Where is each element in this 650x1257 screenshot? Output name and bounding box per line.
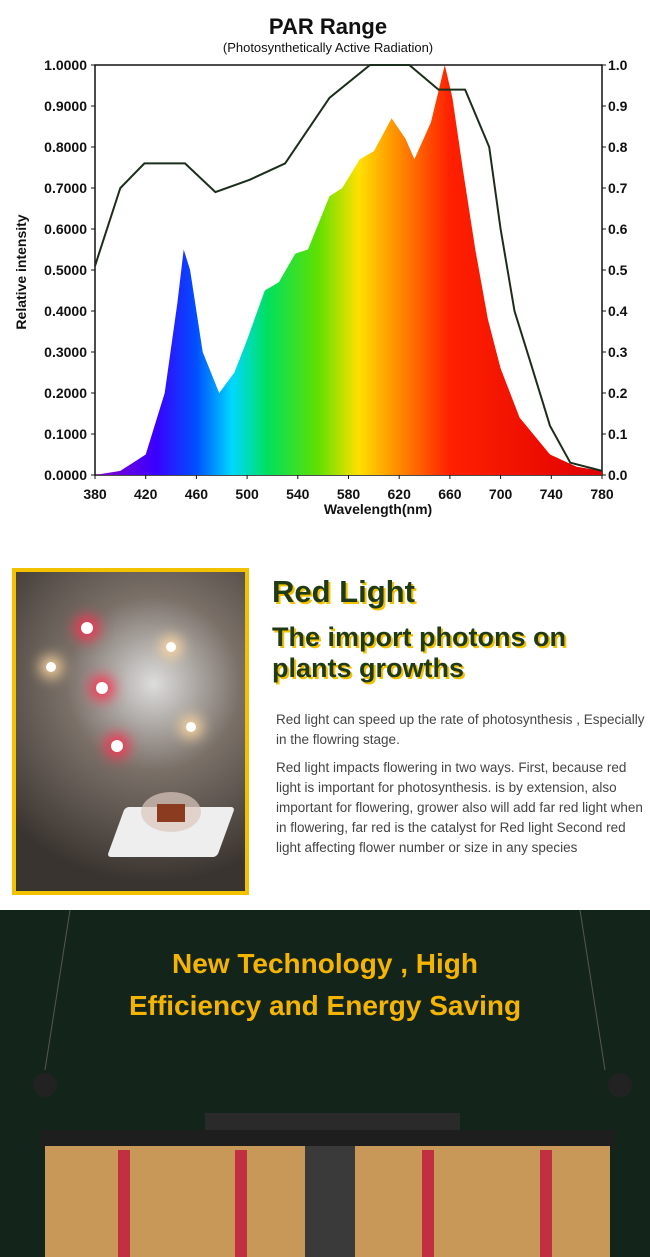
- y2-tick-label: 0.7: [608, 180, 628, 196]
- banner: New Technology , High Efficiency and Ene…: [0, 910, 650, 1257]
- y2-tick-label: 0.3: [608, 344, 628, 360]
- chart: PAR Range (Photosynthetically Active Rad…: [13, 14, 628, 517]
- y-tick-label: 0.4000: [44, 303, 87, 319]
- y2-tick-label: 0.8: [608, 139, 628, 155]
- grow-light: [33, 910, 632, 1257]
- y2-tick-label: 0.9: [608, 98, 628, 114]
- y2-tick-label: 0.2: [608, 385, 628, 401]
- paragraph: Red light can speed up the rate of photo…: [276, 712, 645, 747]
- y-tick-label: 0.7000: [44, 180, 87, 196]
- banner-line: New Technology , High: [172, 948, 478, 979]
- y-tick-label: 0.5000: [44, 262, 87, 278]
- y-tick-label: 0.8000: [44, 139, 87, 155]
- section-subtitle: The import photons on plants growths: [272, 622, 566, 683]
- x-tick-label: 420: [134, 486, 158, 502]
- y2-tick-label: 1.0: [608, 57, 628, 73]
- y2-tick-label: 0.5: [608, 262, 628, 278]
- y2-tick-label: 0.4: [608, 303, 628, 319]
- led-photo: [12, 568, 249, 895]
- y2-tick-label: 0.6: [608, 221, 628, 237]
- x-tick-label: 580: [337, 486, 361, 502]
- y-tick-label: 0.1000: [44, 426, 87, 442]
- x-tick-label: 740: [540, 486, 564, 502]
- chart-title: PAR Range: [269, 14, 387, 39]
- y-tick-label: 0.2000: [44, 385, 87, 401]
- paragraph: Red light impacts flowering in two ways.…: [276, 760, 643, 855]
- x-tick-label: 780: [590, 486, 614, 502]
- chart-subtitle: (Photosynthetically Active Radiation): [223, 40, 433, 55]
- y2-tick-label: 0.1: [608, 426, 628, 442]
- x-tick-label: 460: [185, 486, 209, 502]
- spectrum-area: [95, 65, 602, 475]
- x-axis-label: Wavelength(nm): [324, 501, 432, 517]
- x-tick-label: 700: [489, 486, 513, 502]
- y-axis-label: Relative intensity: [13, 214, 29, 329]
- y-tick-label: 0.0000: [44, 467, 87, 483]
- y-tick-label: 0.6000: [44, 221, 87, 237]
- par-line: [94, 64, 603, 472]
- x-tick-label: 540: [286, 486, 310, 502]
- x-tick-label: 620: [388, 486, 412, 502]
- y-tick-label: 0.3000: [44, 344, 87, 360]
- x-tick-label: 380: [83, 486, 107, 502]
- x-tick-label: 500: [235, 486, 259, 502]
- y2-tick-label: 0.0: [608, 467, 628, 483]
- section-title: Red Light: [272, 574, 415, 609]
- y-tick-label: 1.0000: [44, 57, 87, 73]
- y-tick-label: 0.9000: [44, 98, 87, 114]
- banner-line: Efficiency and Energy Saving: [128, 990, 522, 1021]
- x-tick-label: 660: [438, 486, 462, 502]
